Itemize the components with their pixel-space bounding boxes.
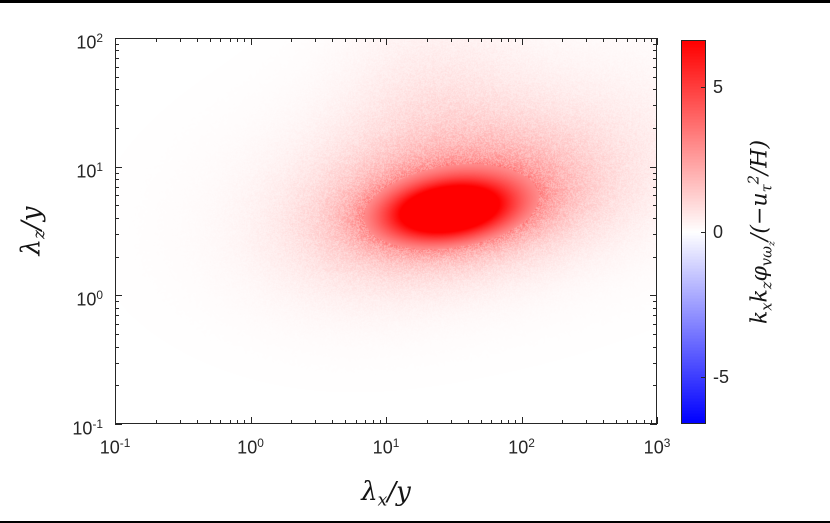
colorbar	[681, 40, 706, 424]
x-tick-label: 102	[508, 436, 535, 458]
x-tick-label: 101	[372, 436, 400, 458]
x-tick-label: 10-1	[99, 436, 131, 458]
colorbar-label: kxkzφvωz/(−uτ2/H)	[746, 139, 778, 325]
colorbar-tick-label: -5	[713, 367, 730, 388]
y-tick-label: 10-1	[72, 417, 103, 439]
plot-area	[115, 38, 658, 425]
x-axis-label: λx/y	[361, 477, 411, 511]
y-axis-label: λz/y	[16, 206, 50, 256]
y-tick-label: 100	[76, 288, 103, 310]
x-tick-label: 100	[237, 436, 264, 458]
window-bottom-border	[0, 521, 830, 523]
colorbar-gradient	[682, 41, 705, 423]
axes-frame	[115, 38, 658, 425]
window-top-border	[0, 0, 830, 3]
colorbar-tick-label: 5	[713, 76, 724, 97]
y-tick-label: 102	[76, 31, 103, 53]
x-tick-label: 103	[643, 436, 671, 458]
colorbar-ticks	[701, 87, 705, 378]
heatmap-canvas	[115, 38, 657, 424]
colorbar-tick-label: 0	[713, 222, 724, 242]
y-tick-label: 101	[76, 159, 103, 182]
